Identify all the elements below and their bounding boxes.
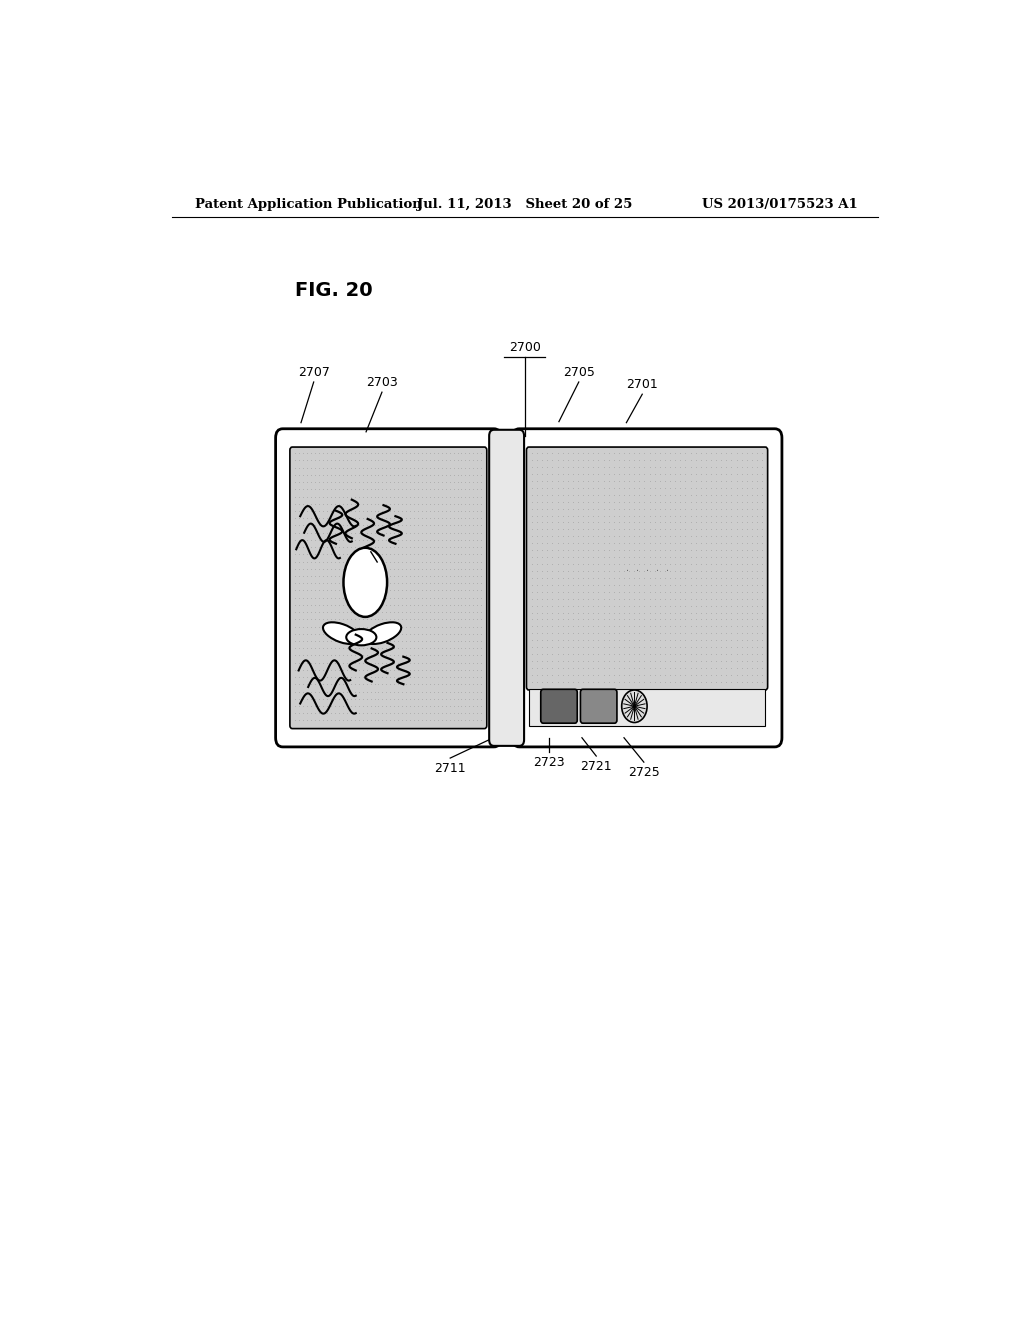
FancyBboxPatch shape (581, 689, 616, 723)
Text: 2725: 2725 (628, 766, 659, 779)
Text: 2721: 2721 (581, 760, 612, 774)
Text: 2707: 2707 (298, 366, 330, 379)
Ellipse shape (323, 622, 360, 644)
FancyBboxPatch shape (489, 430, 524, 746)
FancyBboxPatch shape (541, 689, 578, 723)
Text: Patent Application Publication: Patent Application Publication (196, 198, 422, 211)
Text: . . . . .: . . . . . (625, 564, 670, 573)
Ellipse shape (346, 630, 377, 645)
Text: 2711: 2711 (434, 762, 466, 775)
Text: 2700: 2700 (509, 341, 541, 354)
Ellipse shape (343, 548, 387, 616)
Text: FIG. 20: FIG. 20 (295, 281, 373, 300)
Bar (528, 689, 765, 726)
Text: 2703: 2703 (366, 376, 398, 389)
FancyBboxPatch shape (290, 447, 486, 729)
FancyBboxPatch shape (275, 429, 501, 747)
Text: 2705: 2705 (563, 366, 595, 379)
Text: Jul. 11, 2013   Sheet 20 of 25: Jul. 11, 2013 Sheet 20 of 25 (417, 198, 633, 211)
Text: 2723: 2723 (532, 756, 564, 770)
Text: 2701: 2701 (627, 378, 658, 391)
Text: US 2013/0175523 A1: US 2013/0175523 A1 (702, 198, 858, 211)
FancyBboxPatch shape (512, 429, 782, 747)
Ellipse shape (365, 622, 401, 644)
Circle shape (622, 690, 647, 722)
FancyBboxPatch shape (526, 447, 768, 690)
